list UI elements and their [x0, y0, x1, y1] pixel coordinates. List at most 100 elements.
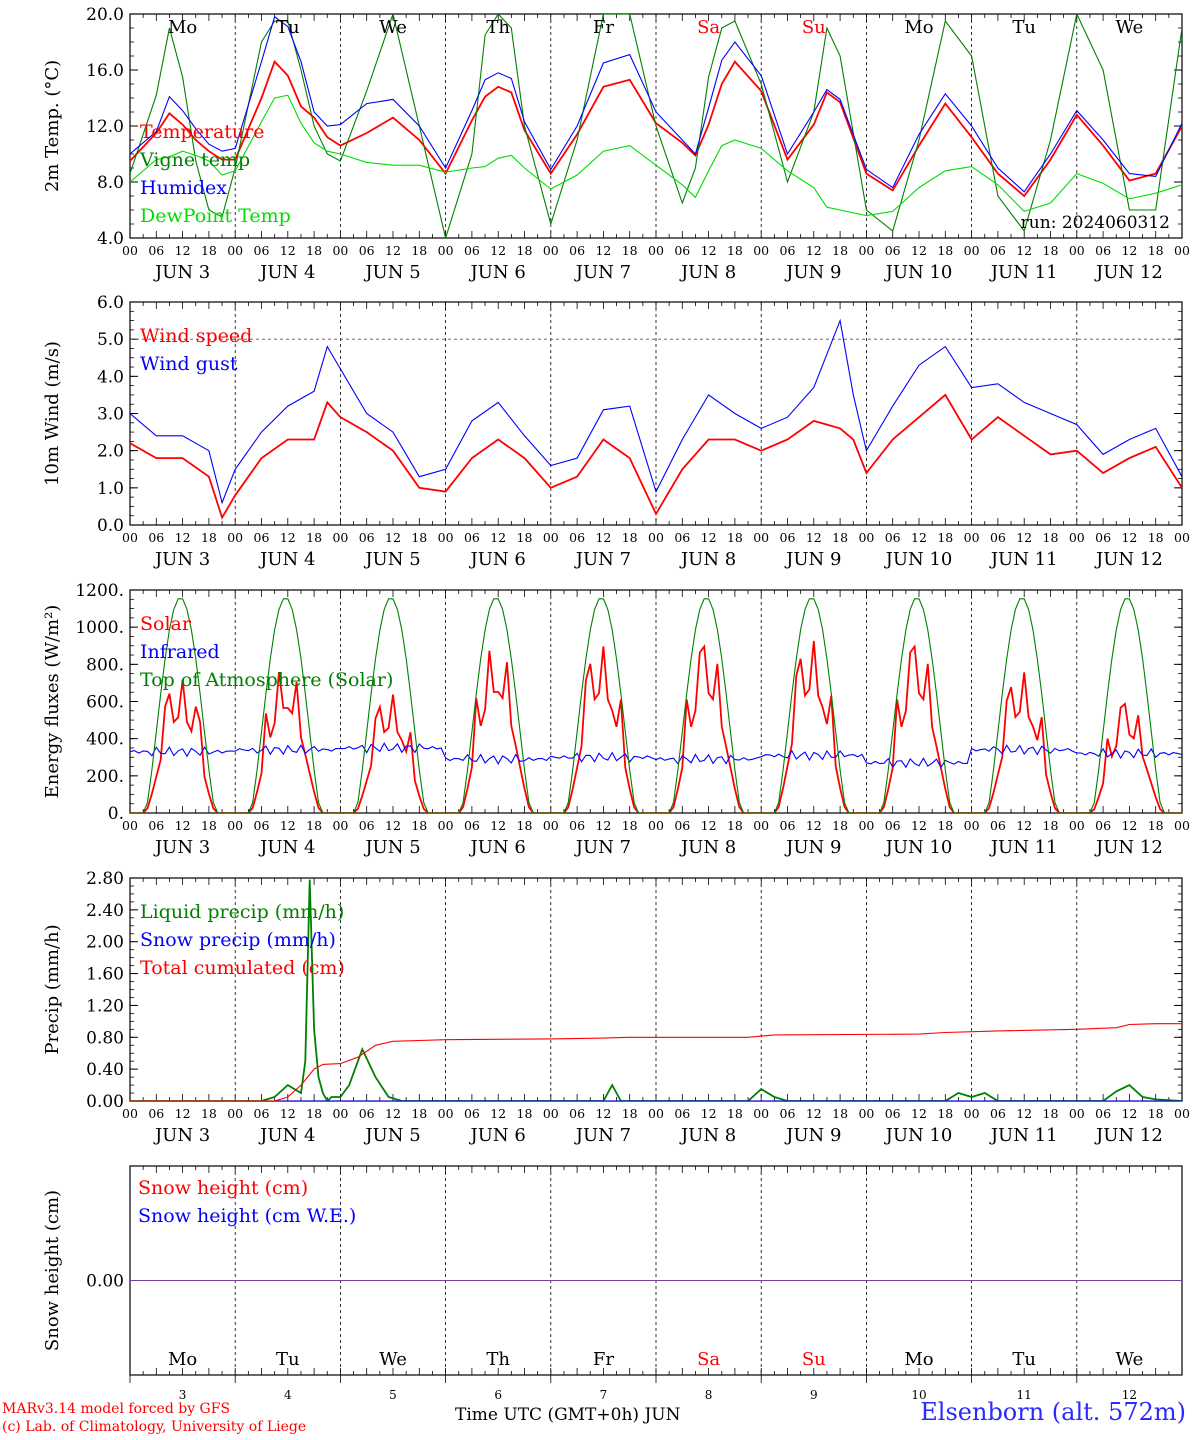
y-tick-label: 8.0 [97, 173, 124, 193]
date-label: JUN 9 [784, 549, 841, 570]
series-line-top-of-atmosphere-solar [130, 598, 1182, 813]
y-tick-label: 2.80 [86, 869, 124, 889]
series-line-wind-speed [130, 393, 1182, 520]
y-axis-label: Energy fluxes (W/m²) [42, 605, 63, 799]
weekday-label: Fr [593, 1349, 614, 1370]
plot-area [130, 14, 1182, 238]
hour-tick-label: 00 [1174, 243, 1190, 258]
hour-tick-label: 12 [1121, 530, 1137, 545]
hour-tick-label: 06 [885, 530, 901, 545]
date-label: JUN 5 [363, 1125, 420, 1146]
date-label: JUN 12 [1094, 549, 1163, 570]
date-label: JUN 11 [989, 837, 1058, 858]
series-line-liquid-precip-mm-h [130, 879, 1182, 1101]
date-label: JUN 12 [1094, 262, 1163, 283]
hour-tick-label: 00 [858, 1106, 874, 1121]
hour-tick-label: 06 [569, 1106, 585, 1121]
hour-tick-label: 12 [385, 818, 401, 833]
weekday-label: Mo [904, 1349, 933, 1370]
date-label: JUN 5 [363, 837, 420, 858]
day-number-label: 6 [494, 1388, 502, 1402]
plot-area [130, 598, 1182, 813]
legend-entry: Humidex [140, 177, 227, 199]
hour-tick-label: 06 [569, 243, 585, 258]
hour-tick-label: 06 [885, 243, 901, 258]
date-label: JUN 12 [1094, 837, 1163, 858]
hour-tick-label: 18 [832, 243, 848, 258]
hour-tick-label: 18 [1043, 1106, 1059, 1121]
y-tick-label: 5.0 [97, 330, 124, 350]
hour-tick-label: 18 [411, 243, 427, 258]
hour-tick-label: 06 [148, 243, 164, 258]
hour-tick-label: 18 [517, 1106, 533, 1121]
date-label: JUN 12 [1094, 1125, 1163, 1146]
y-tick-label: 1200. [75, 581, 124, 601]
date-label: JUN 7 [574, 262, 631, 283]
hour-tick-label: 00 [122, 1106, 138, 1121]
hour-tick-label: 06 [254, 243, 270, 258]
hour-tick-label: 12 [806, 1106, 822, 1121]
date-label: JUN 6 [469, 549, 526, 570]
hour-tick-label: 18 [1043, 818, 1059, 833]
hour-tick-label: 00 [1174, 530, 1190, 545]
hour-tick-label: 00 [543, 243, 559, 258]
date-label: JUN 6 [469, 837, 526, 858]
panel-1: 4.0 8.0 12.0 16.0 20.0 2m Temp. (°C) Temperatu… [42, 5, 1190, 283]
hour-tick-label: 18 [727, 243, 743, 258]
legend-entry: Infrared [140, 641, 220, 663]
hour-tick-label: 06 [148, 1106, 164, 1121]
panel-3: 0. 200. 400. 600. 800. 1000. 1200. Energy fluxe… [42, 581, 1190, 858]
hour-tick-label: 00 [332, 818, 348, 833]
weekday-label: Mo [168, 1349, 197, 1370]
hour-tick-label: 12 [385, 1106, 401, 1121]
weekday-label: Tu [276, 17, 300, 38]
hour-tick-label: 00 [438, 243, 454, 258]
series-line-dewpoint-temp [130, 94, 1182, 217]
date-label: JUN 7 [574, 837, 631, 858]
date-label: JUN 3 [153, 837, 210, 858]
hour-tick-label: 18 [306, 1106, 322, 1121]
hour-tick-label: 00 [438, 1106, 454, 1121]
hour-tick-label: 12 [1016, 530, 1032, 545]
hour-tick-label: 00 [1069, 1106, 1085, 1121]
y-tick-label: 1.20 [86, 996, 124, 1016]
day-number-label: 8 [705, 1388, 713, 1402]
hour-tick-label: 18 [201, 243, 217, 258]
y-tick-label: 1.60 [86, 965, 124, 985]
hour-tick-label: 12 [1016, 1106, 1032, 1121]
legend-entry: Wind gust [140, 353, 238, 375]
weekday-label: Th [486, 17, 510, 38]
date-label: JUN 5 [363, 262, 420, 283]
hour-tick-label: 00 [1069, 818, 1085, 833]
weekday-label: Th [486, 1349, 510, 1370]
hour-tick-label: 18 [411, 818, 427, 833]
hour-tick-label: 12 [595, 530, 611, 545]
date-label: JUN 8 [679, 549, 736, 570]
y-axis-label: 10m Wind (m/s) [42, 341, 63, 486]
y-tick-label: 12.0 [86, 117, 124, 137]
hour-tick-label: 18 [622, 818, 638, 833]
hour-tick-label: 00 [543, 530, 559, 545]
credits: MARv3.14 model forced by GFS (c) Lab. of… [2, 1400, 306, 1436]
hour-tick-label: 06 [674, 243, 690, 258]
legend-entry: Liquid precip (mm/h) [140, 901, 344, 923]
hour-tick-label: 18 [517, 818, 533, 833]
hour-tick-label: 06 [780, 530, 796, 545]
date-label: JUN 7 [574, 1125, 631, 1146]
hour-tick-label: 12 [280, 1106, 296, 1121]
credits-line-model: MARv3.14 model forced by GFS [2, 1401, 231, 1417]
hour-tick-label: 18 [1148, 818, 1164, 833]
date-label: JUN 3 [153, 1125, 210, 1146]
y-tick-label: 400. [86, 730, 124, 750]
day-number-label: 5 [389, 1388, 397, 1402]
hour-tick-label: 00 [964, 243, 980, 258]
hour-tick-label: 12 [280, 243, 296, 258]
date-label: JUN 10 [884, 1125, 953, 1146]
y-tick-label: 0. [108, 804, 124, 824]
hour-tick-label: 06 [1095, 243, 1111, 258]
hour-tick-label: 00 [964, 818, 980, 833]
hour-tick-label: 06 [1095, 530, 1111, 545]
legend-entry: Wind speed [140, 325, 252, 347]
date-label: JUN 4 [258, 549, 315, 570]
